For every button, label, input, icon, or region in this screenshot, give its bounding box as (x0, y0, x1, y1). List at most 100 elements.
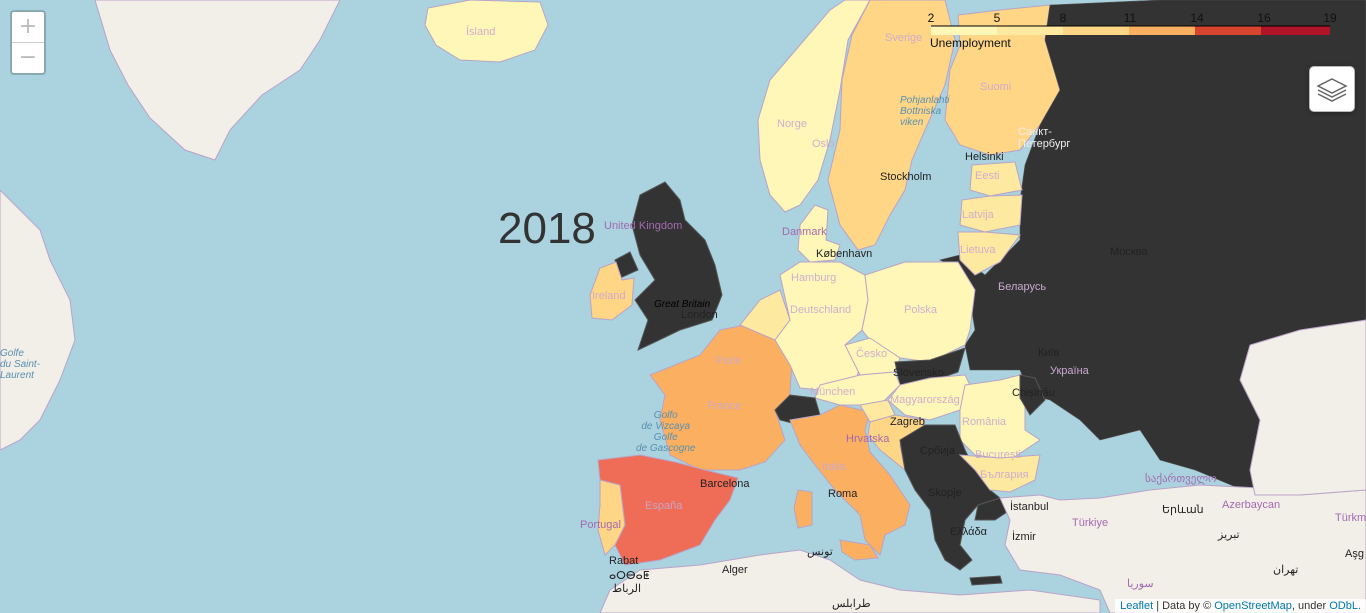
moldova[interactable] (1019, 374, 1046, 416)
portugal[interactable] (597, 479, 626, 556)
label-turkiye: Türkiye (1072, 517, 1109, 529)
label-oslo: Oslo (812, 138, 835, 150)
sardinia[interactable] (793, 489, 813, 529)
label-tunis: تونس (807, 546, 833, 558)
label-rabat-3: الرباط (612, 583, 642, 595)
label-balgariya: България (980, 469, 1029, 481)
label-georgia: საქართველო (1145, 473, 1217, 485)
osm-link[interactable]: OpenStreetMap (1214, 600, 1292, 612)
label-moskva: Москва (1110, 246, 1148, 258)
lithuania[interactable] (957, 231, 1021, 276)
legend-swatch-3 (1063, 26, 1129, 35)
united-kingdom[interactable] (631, 181, 723, 351)
label-latvija: Latvija (962, 209, 994, 221)
denmark[interactable] (797, 204, 841, 263)
label-deutschland: Deutschland (790, 304, 852, 316)
estonia[interactable] (969, 161, 1023, 197)
norway[interactable] (757, 0, 871, 213)
attribution-data-by: | Data by © (1156, 600, 1212, 612)
label-suriya: سوريا (1127, 578, 1154, 590)
label-danmark: Danmark (782, 226, 827, 238)
label-italia: Italia (822, 461, 846, 473)
label-turkm: Türkm (1335, 512, 1366, 524)
label-paris: Paris (716, 355, 742, 367)
label-skopje: Skopje (928, 487, 962, 499)
france[interactable] (649, 324, 793, 471)
zoom-out-button[interactable]: − (12, 42, 44, 73)
label-polska: Polska (904, 304, 938, 316)
label-cesko: Česko (856, 348, 888, 360)
iceland[interactable] (424, 0, 549, 63)
layers-control-button[interactable] (1309, 66, 1355, 112)
label-espana: España (645, 500, 683, 512)
attribution: Leaflet | Data by © OpenStreetMap, under… (1115, 599, 1366, 613)
crete[interactable] (969, 575, 1003, 586)
label-barcelona: Barcelona (700, 478, 750, 490)
latvia[interactable] (959, 194, 1023, 233)
benelux[interactable] (739, 289, 791, 341)
label-norge: Norge (777, 118, 807, 130)
bulgaria[interactable] (958, 454, 1041, 493)
label-ukraina: Україна (1050, 365, 1089, 377)
label-hrvatska: Hrvatska (846, 433, 890, 445)
legend-title: Unemployment (930, 36, 1011, 50)
legend-swatch-2 (997, 26, 1063, 35)
legend-tick-5: 5 (993, 11, 1001, 25)
label-island: Ísland (466, 26, 496, 38)
unemployment-legend (931, 25, 1330, 35)
label-great-britain: Great Britain (654, 299, 711, 310)
label-helsinki: Helsinki (965, 151, 1004, 163)
label-alger: Alger (722, 564, 748, 576)
legend-swatch-6 (1261, 26, 1330, 35)
leaflet-link[interactable]: Leaflet (1120, 600, 1154, 612)
label-london: London (681, 309, 718, 321)
sicily[interactable] (839, 539, 879, 561)
label-azerbaycan: Azerbaycan (1222, 499, 1281, 511)
label-rabat-2: ⴰⵔⴱⴰⵟ (609, 570, 650, 582)
label-suomi: Suomi (980, 81, 1012, 93)
label-biscay: Golfo de Vizcaya Golfe de Gascogne (636, 410, 696, 454)
turkey-land (999, 484, 1366, 613)
north-africa-land (599, 549, 1101, 613)
north-america-land (0, 189, 76, 451)
label-hamburg: Hamburg (791, 272, 837, 284)
balkans-no-data[interactable] (899, 424, 1002, 571)
label-tabriz: تبریز (1218, 529, 1240, 541)
italy[interactable] (789, 404, 911, 556)
label-bucuresti: București (975, 449, 1021, 461)
label-istanbul: İstanbul (1010, 501, 1049, 513)
odbl-link[interactable]: ODbL. (1329, 600, 1361, 612)
legend-tick-8: 8 (1059, 11, 1067, 25)
austria[interactable] (814, 371, 901, 406)
label-munchen: München (810, 386, 856, 398)
label-romania: România (962, 416, 1007, 428)
label-kobenhavn: København (816, 248, 873, 260)
label-izmir: İzmir (1012, 531, 1036, 543)
attribution-under: , under (1291, 600, 1327, 612)
legend-tick-19: 19 (1323, 11, 1337, 25)
label-sverige: Sverige (885, 32, 923, 44)
label-tarabulus: طرابلس (832, 598, 871, 610)
label-belarus: Беларусь (998, 281, 1047, 293)
ireland[interactable] (589, 261, 635, 321)
label-chisinau: Chișinău (1012, 387, 1055, 399)
label-kyiv: Київ (1038, 347, 1060, 359)
zoom-in-button[interactable]: + (18, 14, 38, 39)
greece-north[interactable] (974, 497, 1011, 521)
legend-tick-2: 2 (927, 11, 935, 25)
label-ellada: Ελλάδα (950, 526, 988, 538)
legend-tick-16: 16 (1257, 11, 1271, 25)
label-srbija: Србија (920, 445, 956, 457)
croatia[interactable] (867, 414, 926, 472)
label-slovensko: Slovensko (893, 367, 944, 379)
label-rabat-1: Rabat (609, 555, 639, 567)
label-bothnia: Pohjanlahti Bottniska viken (900, 95, 950, 128)
label-roma: Roma (828, 488, 858, 500)
label-spb: Санкт- Петербург (1018, 126, 1071, 150)
zoom-control: + − (10, 10, 46, 75)
label-france: France (707, 400, 742, 412)
greenland-land (94, 0, 341, 161)
sweden[interactable] (827, 0, 956, 251)
year-label: 2018 (498, 204, 596, 253)
